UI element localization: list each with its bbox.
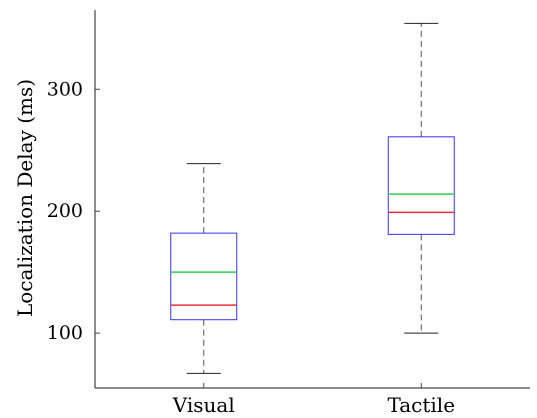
boxes — [170, 22, 455, 374]
y-tick-label: 200 — [47, 200, 83, 222]
y-axis-title: Localization Delay (ms) — [13, 79, 37, 317]
iqr-box — [387, 136, 455, 235]
y-ticks: 100 200 300 — [47, 78, 100, 344]
box-visual — [170, 163, 238, 374]
box-tactile — [387, 22, 455, 334]
x-tick-labels: Visual Tactile — [172, 383, 455, 417]
axes — [94, 10, 530, 389]
x-tick-label: Tactile — [387, 393, 455, 417]
y-tick-label: 300 — [47, 78, 83, 100]
iqr-box — [170, 232, 238, 321]
x-tick-label: Visual — [172, 393, 235, 417]
y-tick-label: 100 — [47, 322, 83, 344]
